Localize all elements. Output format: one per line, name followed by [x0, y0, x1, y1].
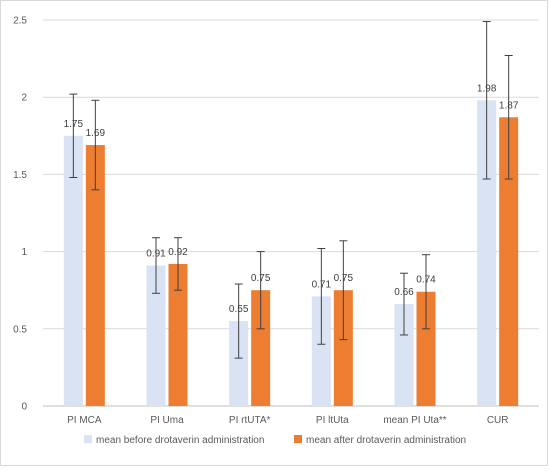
data-label-before-4: 0.66 — [394, 287, 414, 298]
data-label-before-5: 1.98 — [477, 83, 497, 94]
bar-after-2 — [251, 290, 271, 406]
y-tick-label: 1 — [21, 247, 27, 258]
bar-after-3 — [333, 290, 353, 406]
y-tick-label: 0.5 — [13, 324, 27, 335]
bars — [63, 100, 519, 407]
bar-before-2 — [229, 321, 249, 406]
y-tick-label: 0 — [21, 402, 27, 413]
legend-swatch-after — [294, 435, 302, 443]
y-tick-label: 2.5 — [13, 16, 27, 27]
y-tick-label: 2 — [21, 93, 27, 104]
bar-after-1 — [168, 263, 188, 406]
bar-after-5 — [499, 117, 519, 406]
x-category-label-5: CUR — [487, 415, 509, 426]
legend-label-before: mean before drotaverin administration — [96, 435, 264, 446]
y-tick-label: 1.5 — [13, 170, 27, 181]
data-label-after-0: 1.69 — [86, 128, 106, 139]
bar-after-4 — [416, 291, 436, 406]
y-axis-ticks: 0 0.5 1 1.5 2 2.5 — [13, 16, 27, 413]
bar-after-0 — [85, 145, 105, 406]
data-label-after-3: 0.75 — [334, 273, 354, 284]
bar-before-0 — [63, 135, 83, 407]
data-label-after-2: 0.75 — [251, 273, 271, 284]
bar-before-1 — [146, 265, 166, 406]
data-labels: 1.751.690.91 0.920.550.750.710.750.660.74… — [64, 83, 519, 315]
x-category-label-2: PI rtUTA* — [229, 415, 271, 426]
legend: mean before drotaverin administration me… — [84, 435, 466, 446]
data-label-after-5: 1.87 — [499, 100, 519, 111]
data-label-before-1: 0.91 — [146, 248, 166, 259]
x-axis-categories: PI MCA PI Uma PI rtUTA* PI ltUta mean PI Uta… — [67, 415, 508, 426]
x-category-label-0: PI MCA — [67, 415, 102, 426]
x-category-label-3: PI ltUta — [316, 415, 349, 426]
legend-label-after: mean after drotaverin administration — [306, 435, 466, 446]
gridlines — [43, 19, 539, 407]
bar-before-5 — [477, 100, 497, 407]
x-category-label-4: mean PI Uta** — [383, 415, 446, 426]
data-label-before-2: 0.55 — [229, 304, 249, 315]
data-label-before-3: 0.71 — [312, 279, 332, 290]
bar-before-3 — [311, 296, 331, 406]
error-bars — [69, 21, 513, 359]
data-label-after-4: 0.74 — [416, 275, 436, 286]
data-label-before-0: 1.75 — [64, 119, 84, 130]
bar-before-4 — [394, 304, 414, 406]
legend-swatch-before — [84, 435, 92, 443]
data-label-after-1: 0.92 — [168, 247, 188, 258]
x-category-label-1: PI Uma — [150, 415, 184, 426]
